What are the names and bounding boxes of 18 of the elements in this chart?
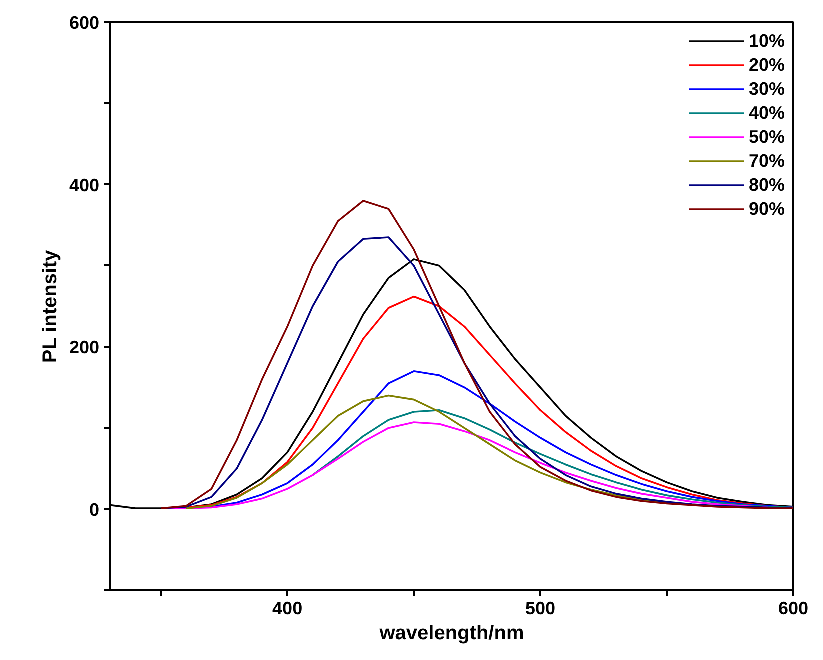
y-tick-label: 400 [69,175,100,196]
legend-label: 10% [748,30,785,52]
x-tick-label: 400 [272,598,303,618]
line-series [312,409,794,509]
y-tick-label: 600 [69,13,100,33]
x-tick-label: 600 [778,598,809,618]
y-axis-title: PL intensity [39,249,62,364]
y-tick-label: 200 [69,338,100,358]
legend-label: 80% [748,174,785,196]
legend-label: 40% [748,102,785,124]
x-axis-title: wavelength/nm [378,622,524,644]
y-tick-label: 0 [89,500,100,520]
legend-label: 90% [748,198,785,220]
legend-label: 50% [748,126,785,148]
legend-label: 20% [748,54,785,76]
legend-label: 70% [748,150,785,172]
legend-label: 30% [748,78,785,100]
x-tick-label: 500 [526,598,556,618]
